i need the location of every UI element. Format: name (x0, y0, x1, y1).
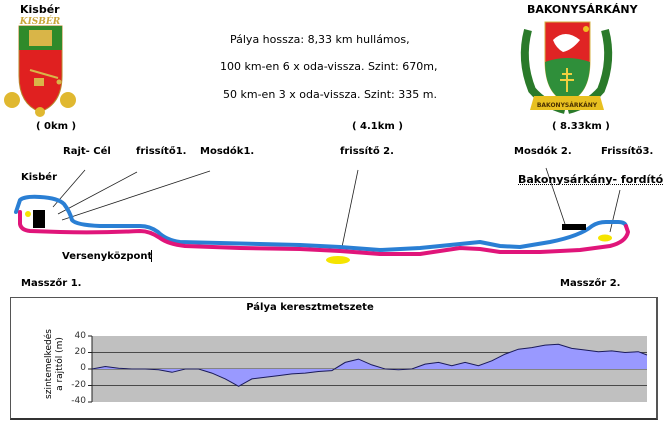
outbound-route (14, 194, 628, 252)
y-tick-neg40: -40 (71, 396, 86, 406)
label-race-center: Versenyközpont (62, 251, 153, 262)
label-start-finish: Rajt- Cél (63, 146, 111, 157)
pointer-lines (52, 167, 621, 248)
y-tick-neg20: -20 (71, 380, 86, 390)
elevation-line (91, 343, 648, 387)
label-refresh1: frissítő1. (136, 146, 187, 157)
refresh3-marker (598, 234, 612, 242)
label-washroom2: Mosdók 2. (514, 146, 572, 157)
kisber-coat-of-arms-icon: KISBÉR (4, 15, 76, 117)
refresh2-marker (326, 256, 350, 264)
left-town-km: ( 0km ) (36, 121, 77, 132)
info-line-length: Pálya hossza: 8,33 km hullámos, (230, 33, 410, 46)
washroom2-building (562, 224, 586, 230)
text-cursor (151, 250, 152, 262)
y-tick-0: 0 (80, 363, 86, 373)
refresh1-marker (25, 211, 31, 217)
svg-text:KISBÉR: KISBÉR (19, 15, 61, 27)
label-refresh2: frissítő 2. (340, 146, 394, 157)
label-refresh3: Frissítő3. (601, 146, 654, 157)
right-town-title: BAKONYSÁRKÁNY (527, 3, 638, 16)
info-line-50km: 50 km-en 3 x oda-vissza. Szint: 335 m. (223, 88, 437, 101)
left-town-title: Kisbér (20, 3, 60, 16)
label-kisber: Kisbér (21, 172, 58, 183)
y-tick-20: 20 (74, 347, 86, 357)
return-route (18, 210, 630, 256)
right-town-km: ( 8.33km ) (552, 121, 610, 132)
label-washroom1: Mosdók1. (200, 146, 255, 157)
mid-km: ( 4.1km ) (352, 121, 403, 132)
chart-title: Pálya keresztmetszete (246, 302, 374, 313)
svg-text:BAKONYSÁRKÁNY: BAKONYSÁRKÁNY (537, 102, 598, 109)
label-masseur2: Masszőr 2. (560, 278, 621, 289)
y-tick-40: 40 (74, 331, 86, 341)
label-turnaround: Bakonysárkány- fordító (518, 173, 664, 186)
info-line-100km: 100 km-en 6 x oda-vissza. Szint: 670m, (220, 60, 438, 73)
label-masseur1: Masszőr 1. (21, 278, 82, 289)
race-center-building (33, 210, 45, 228)
bakonysarkany-coat-of-arms-icon: BAKONYSÁRKÁNY (520, 21, 613, 114)
elevation-area (92, 344, 647, 387)
